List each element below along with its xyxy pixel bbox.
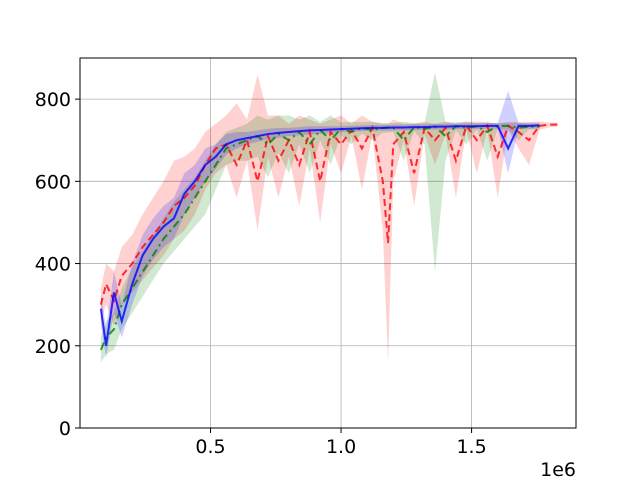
y-tick-label: 200 xyxy=(35,336,71,358)
plot-frame xyxy=(79,57,577,429)
y-tick-label: 600 xyxy=(35,171,71,193)
y-tick-label: 800 xyxy=(35,89,71,111)
x-tick-label: 0.5 xyxy=(195,436,225,458)
y-tick-label: 0 xyxy=(59,418,71,440)
series-lines xyxy=(99,123,558,351)
axis-ticks: 0.5 1.0 1.5 0 200 400 600 800 xyxy=(35,89,487,458)
y-tick-label: 400 xyxy=(35,254,71,276)
x-offset-label: 1e6 xyxy=(540,459,576,480)
series-0-band xyxy=(100,74,558,363)
series-1-band xyxy=(100,72,540,363)
series-2-line xyxy=(99,124,540,346)
series-0-line xyxy=(99,123,558,305)
series-1-line xyxy=(99,124,540,351)
confidence-bands xyxy=(100,72,558,363)
x-tick-label: 1.5 xyxy=(456,436,486,458)
x-tick-label: 1.0 xyxy=(326,436,356,458)
